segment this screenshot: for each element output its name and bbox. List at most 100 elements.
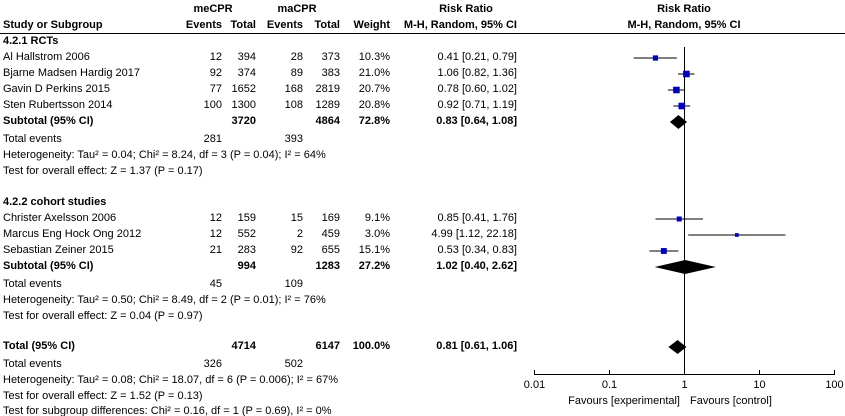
subtotal-rr: 1.02 [0.40, 2.62] (436, 260, 517, 272)
x-tick-label: 10 (753, 379, 766, 391)
effect-square (734, 233, 739, 237)
heterogeneity: Heterogeneity: Tau² = 0.04; Chi² = 8.24,… (3, 149, 326, 161)
study-weight: 21.0% (358, 67, 390, 79)
rr-sub-header: M-H, Random, 95% CI (403, 19, 517, 31)
total-events-label: Total events (3, 358, 62, 370)
subtotal-diamond (669, 115, 688, 129)
total-events-label: Total events (3, 278, 62, 290)
study-name: Bjarne Madsen Hardig 2017 (3, 67, 140, 79)
subtotal-total2: 1283 (315, 260, 340, 272)
study-weight: 10.3% (358, 51, 390, 63)
heterogeneity: Heterogeneity: Tau² = 0.50; Chi² = 8.49,… (3, 294, 326, 306)
study-name: Al Hallstrom 2006 (3, 51, 90, 63)
subtotal-weight: 72.8% (358, 115, 390, 127)
study-total1: 374 (237, 67, 256, 79)
study-rr: 0.78 [0.60, 1.02] (437, 83, 517, 95)
study-name: Gavin D Perkins 2015 (3, 83, 110, 95)
subgroup-title: 4.2.1 RCTs (3, 35, 59, 47)
study-events2: 2 (296, 228, 303, 240)
study-events1: 100 (203, 99, 222, 111)
study-events1: 12 (209, 228, 222, 240)
total-events-events2: 393 (284, 133, 303, 145)
study-weight: 15.1% (358, 244, 390, 256)
effect-square (660, 248, 667, 254)
subtotal-total1: 3720 (231, 115, 256, 127)
subtotal-rr: 0.83 [0.64, 1.08] (436, 115, 517, 127)
effect-square (678, 102, 686, 110)
overall-effect: Test for overall effect: Z = 1.52 (P = 0… (3, 390, 203, 402)
study-name: Marcus Eng Hock Ong 2012 (3, 228, 142, 240)
study-name: Sten Rubertsson 2014 (3, 99, 113, 111)
study-weight: 3.0% (364, 228, 390, 240)
study-events2: 15 (290, 212, 303, 224)
study-total2: 383 (321, 67, 340, 79)
study-total2: 1289 (315, 99, 340, 111)
study-rr: 0.41 [0.21, 0.79] (437, 51, 517, 63)
subtotal-label: Subtotal (95% CI) (3, 260, 94, 272)
study-events1: 77 (209, 83, 222, 95)
study-weight: 20.7% (358, 83, 390, 95)
x-tick-label: 1 (681, 379, 688, 391)
study-total1: 394 (237, 51, 256, 63)
study-events1: 92 (209, 67, 222, 79)
subtotal-total1: 994 (237, 260, 256, 272)
x-tick-label: 0.1 (601, 379, 618, 391)
x-tick-label: 100 (825, 379, 844, 391)
study-events1: 12 (209, 51, 222, 63)
rr-plot-sub-header: M-H, Random, 95% CI (627, 19, 741, 31)
total-label: Total (95% CI) (3, 340, 75, 352)
study-weight: 9.1% (364, 212, 390, 224)
total-rr: 0.81 [0.61, 1.06] (436, 340, 517, 352)
rr-header: Risk Ratio (439, 3, 493, 15)
weight-header: Weight (353, 19, 390, 31)
study-rr: 0.85 [0.41, 1.76] (437, 212, 517, 224)
group1-header: meCPR (193, 3, 233, 15)
total-events-events2: 109 (284, 278, 303, 290)
study-total2: 459 (321, 228, 340, 240)
subtotal-label: Subtotal (95% CI) (3, 115, 94, 127)
study-rr: 1.06 [0.82, 1.36] (437, 67, 517, 79)
total-events-events1: 45 (209, 278, 222, 290)
x-tick-label: 0.01 (523, 379, 546, 391)
study-name: Sebastian Zeiner 2015 (3, 244, 114, 256)
heterogeneity: Heterogeneity: Tau² = 0.08; Chi² = 18.07… (3, 374, 338, 386)
overall-effect: Test for overall effect: Z = 1.37 (P = 0… (3, 165, 203, 177)
favours-left-label: Favours [experimental] (568, 395, 680, 407)
study-rr: 4.99 [1.12, 22.18] (431, 228, 517, 240)
favours-right-label: Favours [control] (690, 395, 772, 407)
rr-plot-header: Risk Ratio (657, 3, 711, 15)
study-events2: 108 (284, 99, 303, 111)
study-events2: 92 (290, 244, 303, 256)
study-events2: 168 (284, 83, 303, 95)
subgroup-differences: Test for subgroup differences: Chi² = 0.… (3, 405, 332, 416)
subtotal-weight: 27.2% (358, 260, 390, 272)
total-weight: 100.0% (352, 340, 390, 352)
effect-square (652, 55, 659, 61)
study-total2: 373 (321, 51, 340, 63)
study-events1: 21 (209, 244, 222, 256)
effect-square (683, 70, 690, 78)
group2-header: maCPR (277, 3, 317, 15)
total-events-label: Total events (3, 133, 62, 145)
overall-effect: Test for overall effect: Z = 0.04 (P = 0… (3, 310, 203, 322)
study-header: Study or Subgroup (3, 19, 103, 31)
total-events-events1: 326 (203, 358, 222, 370)
total-diamond (668, 340, 687, 354)
effect-square (673, 86, 680, 94)
study-total1: 1300 (231, 99, 256, 111)
study-name: Christer Axelsson 2006 (3, 212, 117, 224)
total-total1: 4714 (231, 340, 256, 352)
total-events-events2: 502 (284, 358, 303, 370)
subtotal-diamond (654, 260, 716, 274)
study-events2: 89 (290, 67, 303, 79)
total2-header: Total (314, 19, 340, 31)
events2-header: Events (266, 19, 303, 31)
study-rr: 0.92 [0.71, 1.19] (437, 99, 517, 111)
effect-square (676, 216, 682, 222)
subtotal-total2: 4864 (315, 115, 340, 127)
study-total2: 2819 (315, 83, 340, 95)
study-weight: 20.8% (358, 99, 390, 111)
study-events1: 12 (209, 212, 222, 224)
